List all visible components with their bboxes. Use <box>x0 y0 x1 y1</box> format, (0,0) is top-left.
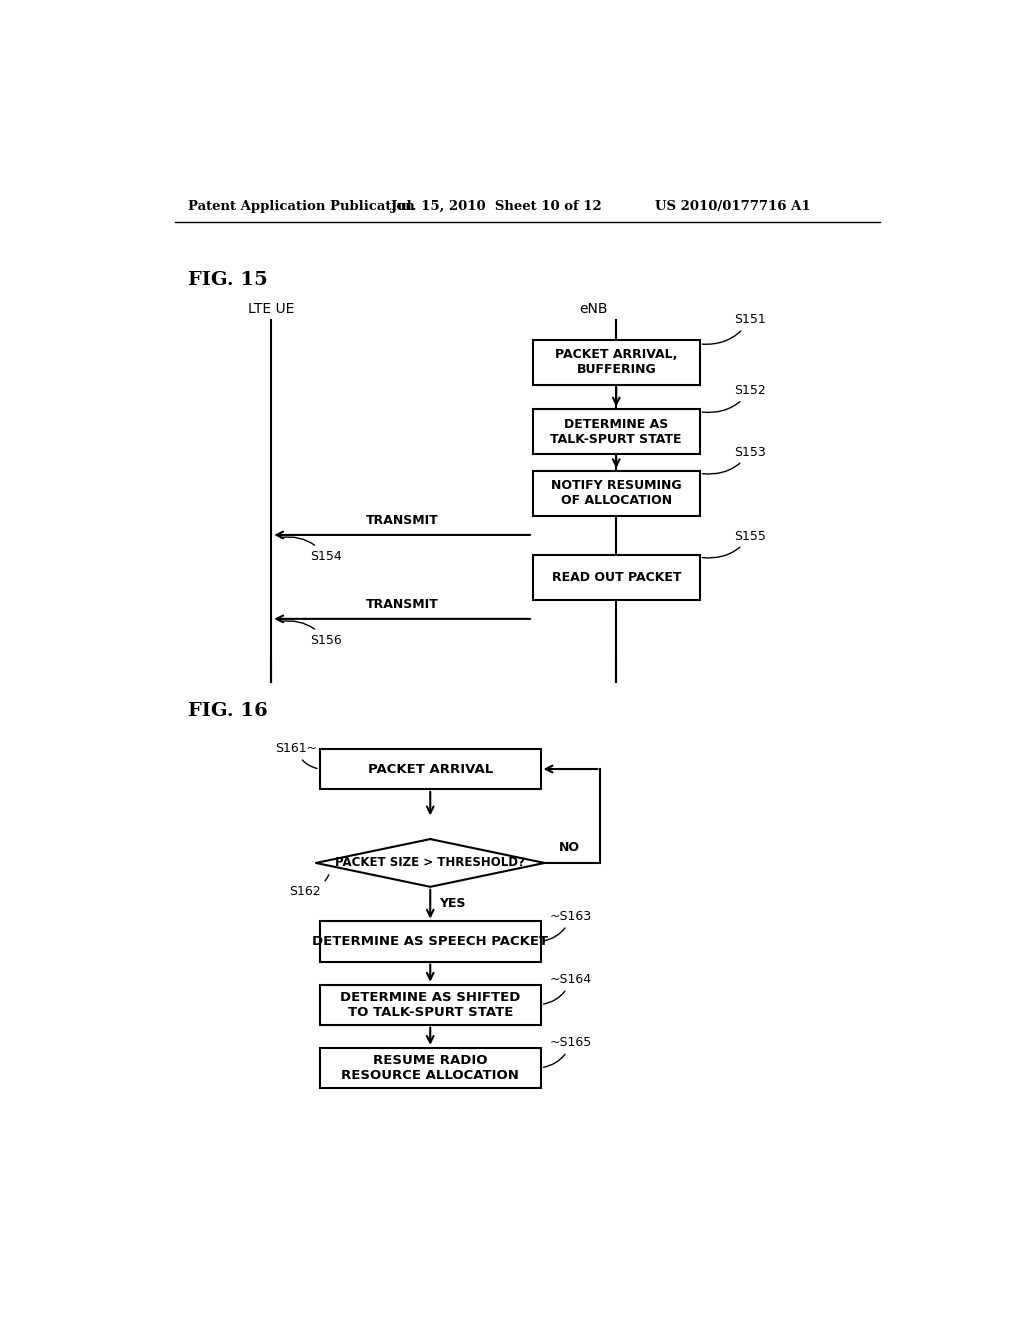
Text: S156: S156 <box>281 620 342 647</box>
Text: ~S164: ~S164 <box>544 973 592 1005</box>
Text: TRANSMIT: TRANSMIT <box>366 598 438 611</box>
Text: eNB: eNB <box>579 301 607 315</box>
Text: DETERMINE AS SHIFTED
TO TALK-SPURT STATE: DETERMINE AS SHIFTED TO TALK-SPURT STATE <box>340 990 520 1019</box>
Bar <box>532 409 699 454</box>
Bar <box>532 471 699 516</box>
Text: TRANSMIT: TRANSMIT <box>366 515 438 527</box>
Bar <box>319 985 541 1024</box>
Text: ~S165: ~S165 <box>544 1036 592 1068</box>
Text: FIG. 15: FIG. 15 <box>188 271 268 289</box>
Text: READ OUT PACKET: READ OUT PACKET <box>552 570 681 583</box>
Text: RESUME RADIO
RESOURCE ALLOCATION: RESUME RADIO RESOURCE ALLOCATION <box>341 1053 519 1082</box>
Text: DETERMINE AS
TALK-SPURT STATE: DETERMINE AS TALK-SPURT STATE <box>551 417 682 446</box>
Text: YES: YES <box>439 898 466 911</box>
Text: S161~: S161~ <box>274 742 317 768</box>
Text: Patent Application Publication: Patent Application Publication <box>188 199 415 213</box>
Text: PACKET SIZE > THRESHOLD?: PACKET SIZE > THRESHOLD? <box>335 857 525 870</box>
Text: LTE UE: LTE UE <box>248 301 295 315</box>
Bar <box>319 1048 541 1088</box>
Text: PACKET ARRIVAL,
BUFFERING: PACKET ARRIVAL, BUFFERING <box>555 348 678 376</box>
Text: S154: S154 <box>281 537 342 562</box>
Bar <box>532 341 699 385</box>
Text: FIG. 16: FIG. 16 <box>188 702 268 721</box>
Bar <box>319 748 541 789</box>
Text: PACKET ARRIVAL: PACKET ARRIVAL <box>368 763 493 776</box>
Bar <box>319 921 541 961</box>
Text: S153: S153 <box>702 446 766 474</box>
Text: NO: NO <box>558 841 580 854</box>
Text: US 2010/0177716 A1: US 2010/0177716 A1 <box>655 199 811 213</box>
Text: ~S163: ~S163 <box>544 909 592 941</box>
Text: NOTIFY RESUMING
OF ALLOCATION: NOTIFY RESUMING OF ALLOCATION <box>551 479 682 507</box>
Text: S155: S155 <box>702 529 766 558</box>
Text: S151: S151 <box>702 313 766 345</box>
Text: S152: S152 <box>702 384 766 412</box>
Text: Jul. 15, 2010  Sheet 10 of 12: Jul. 15, 2010 Sheet 10 of 12 <box>391 199 602 213</box>
Text: DETERMINE AS SPEECH PACKET: DETERMINE AS SPEECH PACKET <box>312 935 548 948</box>
Bar <box>532 554 699 599</box>
Text: S162: S162 <box>289 875 329 899</box>
